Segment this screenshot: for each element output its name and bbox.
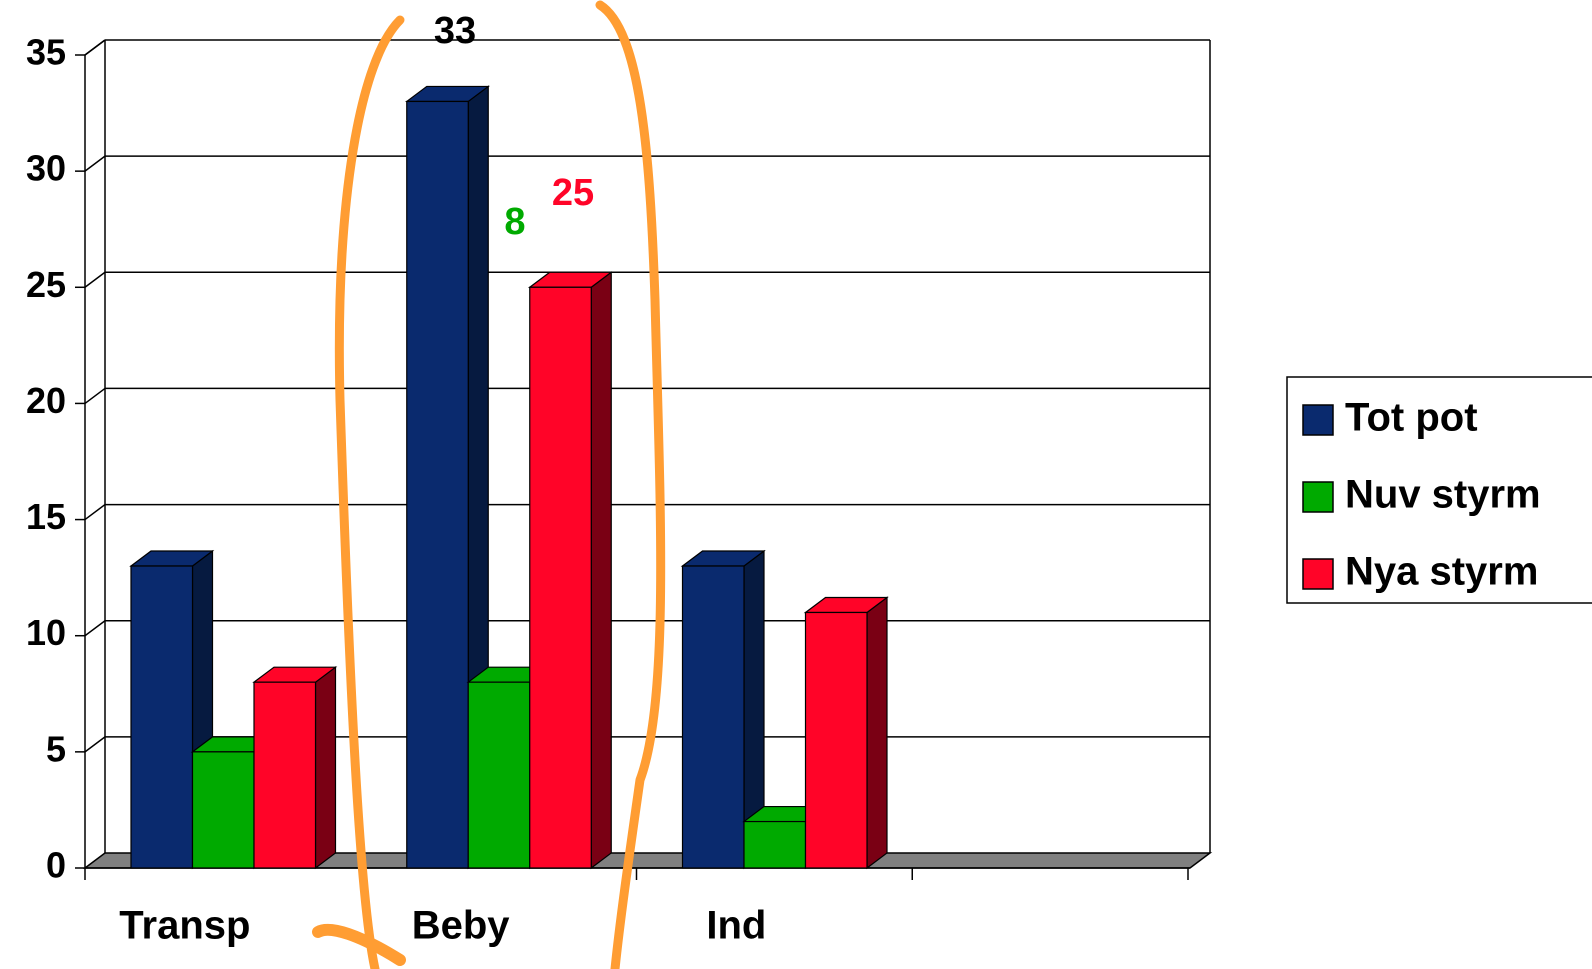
annotation-arrow xyxy=(312,923,406,966)
bar xyxy=(253,681,317,869)
grid-line xyxy=(84,503,106,521)
y-tick-label: 10 xyxy=(26,612,66,653)
grid-line xyxy=(84,271,106,288)
data-label: 8 xyxy=(504,201,525,243)
legend-swatch xyxy=(1302,558,1334,590)
bar-side xyxy=(590,271,612,870)
bar xyxy=(681,565,745,869)
bar xyxy=(804,611,868,869)
y-tick-label: 30 xyxy=(26,148,66,189)
legend xyxy=(1286,376,1592,604)
bar xyxy=(191,751,255,869)
grid-line xyxy=(84,387,106,405)
bar-side xyxy=(314,665,337,870)
annotation-ellipse xyxy=(595,0,666,969)
data-label: 25 xyxy=(552,172,594,214)
bar xyxy=(130,565,194,869)
grid-line xyxy=(84,620,106,637)
bar xyxy=(406,100,469,869)
y-tick-label: 15 xyxy=(26,496,66,537)
wall-edge xyxy=(84,39,106,56)
legend-swatch xyxy=(1302,481,1334,513)
grid-line xyxy=(84,155,106,172)
legend-label: Tot pot xyxy=(1345,396,1478,440)
x-tick-label: Beby xyxy=(412,904,511,948)
grid-line xyxy=(84,736,106,753)
y-tick-label: 20 xyxy=(26,380,66,421)
legend-label: Nya styrm xyxy=(1345,550,1538,594)
y-tick-label: 0 xyxy=(46,845,66,886)
data-label: 33 xyxy=(434,10,476,52)
legend-swatch xyxy=(1302,404,1334,436)
bar xyxy=(743,820,807,869)
bar-side xyxy=(866,596,888,870)
x-tick-label: Transp xyxy=(119,904,250,948)
bar xyxy=(467,681,531,869)
annotation-ellipse xyxy=(334,15,405,969)
y-tick-label: 35 xyxy=(26,32,66,73)
legend-label: Nuv styrm xyxy=(1345,473,1541,517)
y-tick-label: 5 xyxy=(46,728,66,769)
bar xyxy=(529,286,592,869)
y-tick-label: 25 xyxy=(26,264,66,305)
x-tick-label: Ind xyxy=(706,904,766,948)
